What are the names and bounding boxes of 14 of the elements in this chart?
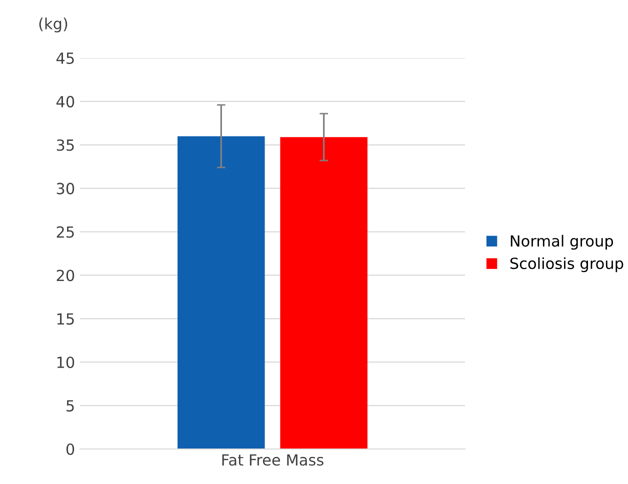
y-tick-label: 10	[57, 356, 74, 368]
y-tick-label: 15	[57, 313, 74, 325]
y-tick-label: 20	[56, 270, 74, 282]
y-tick-label: 35	[56, 139, 74, 151]
x-tick-label: Fat Free Mass	[222, 454, 324, 466]
y-tick-label: 25	[56, 226, 74, 238]
y-tick-label: 0	[66, 443, 74, 456]
y-tick-label: 40	[56, 96, 74, 108]
y-axis-title: (kg)	[39, 18, 68, 32]
y-tick-label: 45	[56, 52, 74, 64]
legend-label: Normal group	[510, 234, 614, 250]
y-tick-label: 30	[56, 182, 74, 194]
legend-label: Scoliosis group	[510, 257, 624, 272]
y-tick-label: 5	[66, 400, 74, 412]
